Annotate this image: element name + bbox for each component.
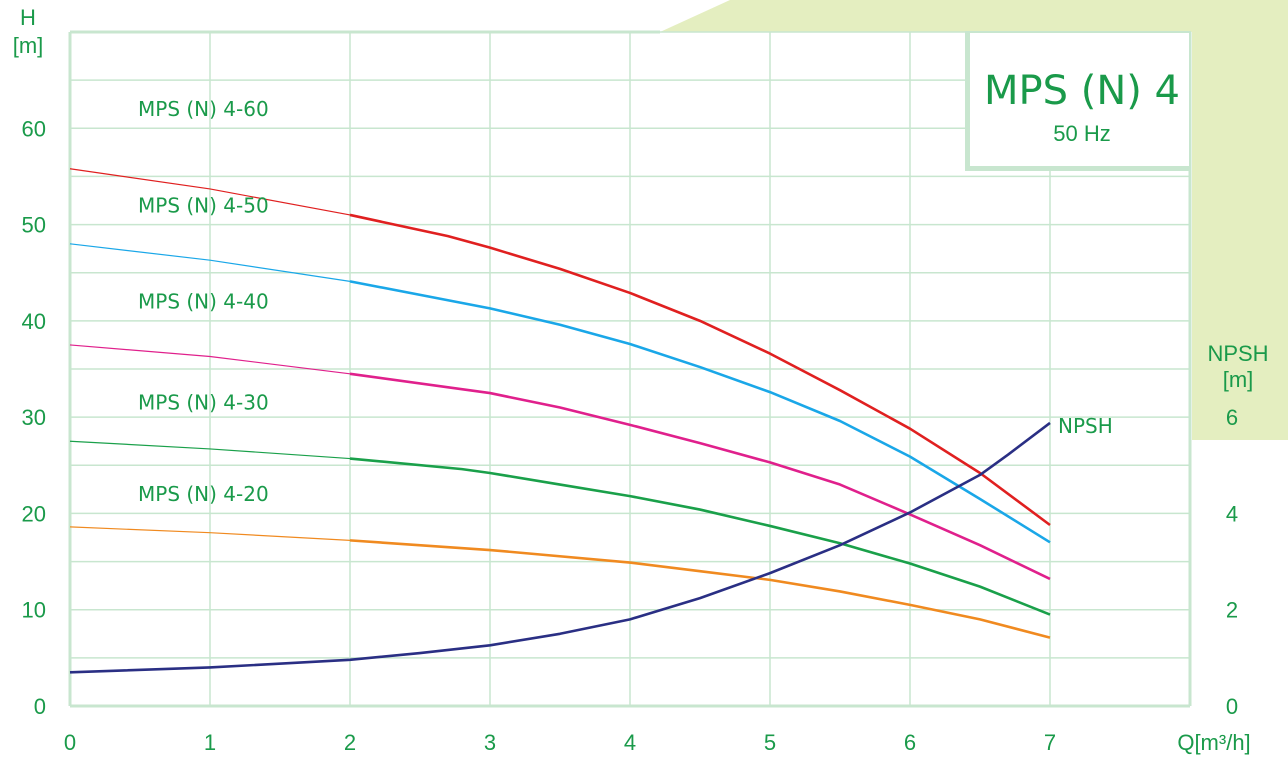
background-accent [660,0,1288,440]
title-box: MPS (N) 4 50 Hz [965,31,1191,171]
y2-axis-label: NPSH [1207,341,1268,366]
series-line [69,421,1051,674]
y2-axis-unit: [m] [1223,367,1254,392]
y-tick-label: 0 [34,694,46,719]
y-axis-label: H [20,5,36,30]
chart-subtitle: 50 Hz [1053,121,1110,146]
axes [68,30,1192,708]
y-tick-label: 20 [22,501,46,526]
series-label: MPS (N) 4-30 [138,391,269,415]
series-lines [69,168,1051,674]
x-tick-label: 3 [484,730,496,755]
y2-tick-label: 0 [1226,694,1238,719]
series-labels: MPS (N) 4-60 MPS (N) 4-50 MPS (N) 4-40 MPS … [138,97,1113,506]
y-axis-unit: [m] [13,33,44,58]
series-label: MPS (N) 4-50 [138,193,269,217]
y-tick-label: 40 [22,309,46,334]
tick-labels: 0 1 2 3 4 5 6 7 0 10 20 30 40 50 60 0 2 4 6 [22,116,1239,755]
x-tick-label: 1 [204,730,216,755]
x-axis-label: Q[m³/h] [1177,730,1250,755]
x-tick-label: 6 [904,730,916,755]
x-tick-label: 5 [764,730,776,755]
y-tick-label: 60 [22,116,46,141]
series-line-start [69,168,351,216]
x-tick-label: 7 [1044,730,1056,755]
y2-tick-label: 4 [1226,501,1238,526]
series-label: MPS (N) 4-40 [138,290,269,314]
y-tick-label: 10 [22,598,46,623]
y2-tick-label: 6 [1226,405,1238,430]
series-line [349,539,1051,639]
y-tick-label: 30 [22,405,46,430]
y2-tick-label: 2 [1226,598,1238,623]
x-tick-label: 2 [344,730,356,755]
y-tick-label: 50 [22,213,46,238]
chart-title: MPS (N) 4 [984,68,1180,114]
x-tick-label: 4 [624,730,636,755]
series-line [349,280,1051,544]
series-line-start [69,526,351,541]
series-line-start [69,344,351,375]
series-line [349,372,1051,581]
series-label: NPSH [1058,414,1113,438]
series-line [349,213,1051,527]
x-tick-label: 0 [64,730,76,755]
series-label: MPS (N) 4-20 [138,482,269,506]
series-label: MPS (N) 4-60 [138,97,269,121]
series-line-start [69,440,351,460]
series-line-start [69,243,351,282]
series-line [349,457,1051,616]
